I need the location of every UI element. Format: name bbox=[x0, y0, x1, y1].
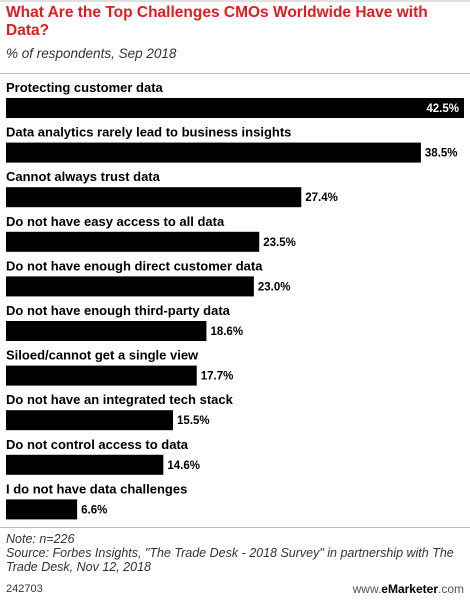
bar bbox=[6, 98, 464, 118]
source-text: Source: Forbes Insights, "The Trade Desk… bbox=[6, 546, 454, 574]
bar bbox=[6, 231, 260, 252]
bar bbox=[6, 276, 254, 297]
brand-prefix: www. bbox=[352, 582, 382, 596]
value-label: 14.6% bbox=[167, 460, 200, 472]
bar bbox=[6, 365, 197, 386]
value-label: 27.4% bbox=[305, 192, 338, 204]
category-label: Data analytics rarely lead to business i… bbox=[6, 125, 291, 140]
bar bbox=[6, 499, 78, 520]
chart-notes: Note: n=226 Source: Forbes Insights, "Th… bbox=[6, 532, 466, 574]
bar bbox=[6, 187, 302, 208]
chart-subtitle: % of respondents, Sep 2018 bbox=[6, 46, 177, 61]
category-label: Do not have enough direct customer data bbox=[6, 258, 263, 273]
value-label: 15.5% bbox=[177, 415, 210, 427]
chart-id: 242703 bbox=[6, 583, 43, 595]
footer-divider bbox=[0, 527, 470, 528]
bar bbox=[6, 454, 164, 475]
category-label: Do not have an integrated tech stack bbox=[6, 392, 234, 407]
brand-suffix: .com bbox=[437, 582, 464, 596]
category-label: I do not have data challenges bbox=[6, 481, 187, 496]
category-label: Do not have enough third-party data bbox=[6, 303, 231, 318]
bar-chart: Protecting customer data 42.5% Data analyt… bbox=[6, 80, 464, 520]
header-divider bbox=[0, 73, 470, 74]
value-label: 17.7% bbox=[201, 371, 234, 383]
brand-link[interactable]: www.eMarketer.com bbox=[353, 582, 464, 596]
category-label: Cannot always trust data bbox=[6, 169, 161, 184]
brand-name: eMarketer bbox=[381, 582, 438, 596]
bar bbox=[6, 321, 207, 341]
category-label: Do not have easy access to all data bbox=[6, 214, 225, 229]
note-text: Note: n=226 bbox=[6, 532, 75, 546]
chart-title: What Are the Top Challenges CMOs Worldwi… bbox=[6, 4, 428, 39]
value-label: 23.5% bbox=[263, 237, 296, 249]
value-label: 38.5% bbox=[425, 148, 458, 160]
top-border bbox=[0, 0, 470, 2]
category-label: Protecting customer data bbox=[6, 80, 164, 95]
value-label: 42.5% bbox=[426, 103, 459, 115]
value-label: 18.6% bbox=[210, 326, 243, 338]
category-label: Siloed/cannot get a single view bbox=[6, 348, 199, 363]
bar bbox=[6, 142, 421, 163]
value-label: 23.0% bbox=[258, 281, 291, 293]
bar bbox=[6, 410, 174, 431]
value-label: 6.6% bbox=[81, 504, 107, 516]
category-label: Do not control access to data bbox=[6, 437, 189, 452]
